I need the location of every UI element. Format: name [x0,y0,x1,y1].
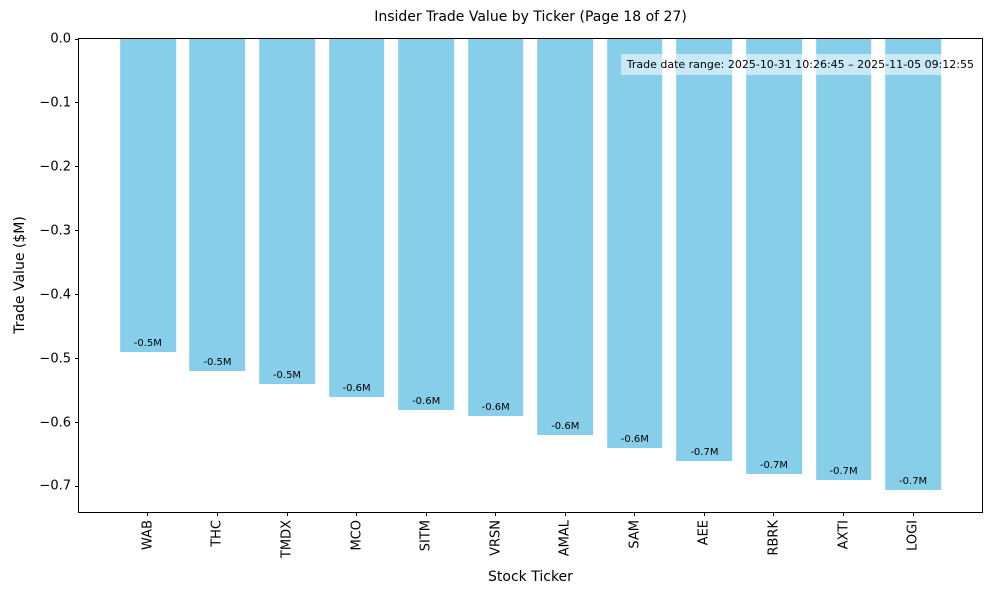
y-tick-label: −0.2 [39,159,71,175]
x-tick-mark [564,512,566,516]
bar: -0.5M [189,39,246,372]
bar: -0.7M [885,39,941,490]
bar-value-label: -0.5M [272,370,302,382]
bar-value-label: -0.6M [551,421,580,433]
bar-value-label: -0.6M [342,382,371,394]
x-tick-label: MCO [349,520,365,551]
y-tick-mark [75,230,79,232]
x-tick-label: THC [209,520,225,547]
x-tick-mark [843,512,845,516]
y-tick-label: −0.3 [39,223,71,239]
y-tick-label: −0.6 [39,415,71,430]
plot-area: Trade date range: 2025-10-31 10:26:45 – … [39,32,983,558]
x-tick-mark [286,512,288,516]
bar: -0.6M [467,39,524,417]
y-tick-mark [75,294,79,296]
y-tick-mark [75,38,79,40]
bar-value-label: -0.6M [481,402,510,414]
bar: -0.7M [815,39,872,481]
bar-value-label: -0.7M [829,466,858,478]
y-tick-label: −0.1 [39,95,71,111]
x-tick-mark [147,512,149,516]
x-tick-mark [634,512,636,516]
bar: -0.5M [120,39,176,353]
x-tick-label: TMDX [279,520,295,559]
x-tick-label: SITM [418,520,434,552]
y-tick-label: 0.0 [50,31,71,47]
bar-value-label: -0.7M [899,475,928,487]
bar-value-label: -0.7M [759,459,789,471]
x-tick-label: AMAL [557,520,573,557]
bar: -0.6M [328,39,385,397]
y-axis-label: Trade Value ($M) [12,216,28,334]
y-tick-label: −0.7 [39,478,71,494]
bar-value-label: -0.5M [203,357,232,369]
bar-value-label: -0.6M [620,434,649,446]
x-tick-mark [425,512,427,516]
x-tick-label: RBRK [766,520,782,556]
x-tick-label: AEE [696,520,712,546]
chart-title: Insider Trade Value by Ticker (Page 18 o… [374,9,687,25]
y-tick-mark [75,166,79,168]
x-tick-label: VRSN [488,520,504,556]
bar: -0.6M [607,39,663,449]
bar: -0.5M [259,39,315,385]
bar: -0.7M [676,39,733,461]
x-tick-label: LOGI [905,520,921,551]
x-tick-mark [216,512,218,516]
bar-value-label: -0.5M [133,338,162,350]
x-tick-mark [356,512,358,516]
x-tick-label: AXTI [836,520,852,550]
x-tick-label: WAB [140,520,156,550]
y-tick-label: −0.4 [39,287,71,303]
bar: -0.6M [398,39,454,410]
x-tick-mark [495,512,497,516]
bar: -0.6M [537,39,594,436]
y-tick-mark [75,358,79,360]
x-tick-mark [773,512,775,516]
annotation-box: Trade date range: 2025-10-31 10:26:45 – … [620,54,980,75]
x-axis-label: Stock Ticker [488,569,573,585]
y-tick-mark [75,485,79,487]
y-tick-mark [75,102,79,104]
bar: -0.7M [746,39,802,474]
y-tick-label: −0.5 [39,351,71,367]
bar-value-label: -0.6M [412,395,441,407]
bar-value-label: -0.7M [690,446,719,458]
x-tick-mark [912,512,914,516]
y-tick-mark [75,422,79,423]
x-tick-label: SAM [627,520,643,549]
x-tick-mark [703,512,705,516]
